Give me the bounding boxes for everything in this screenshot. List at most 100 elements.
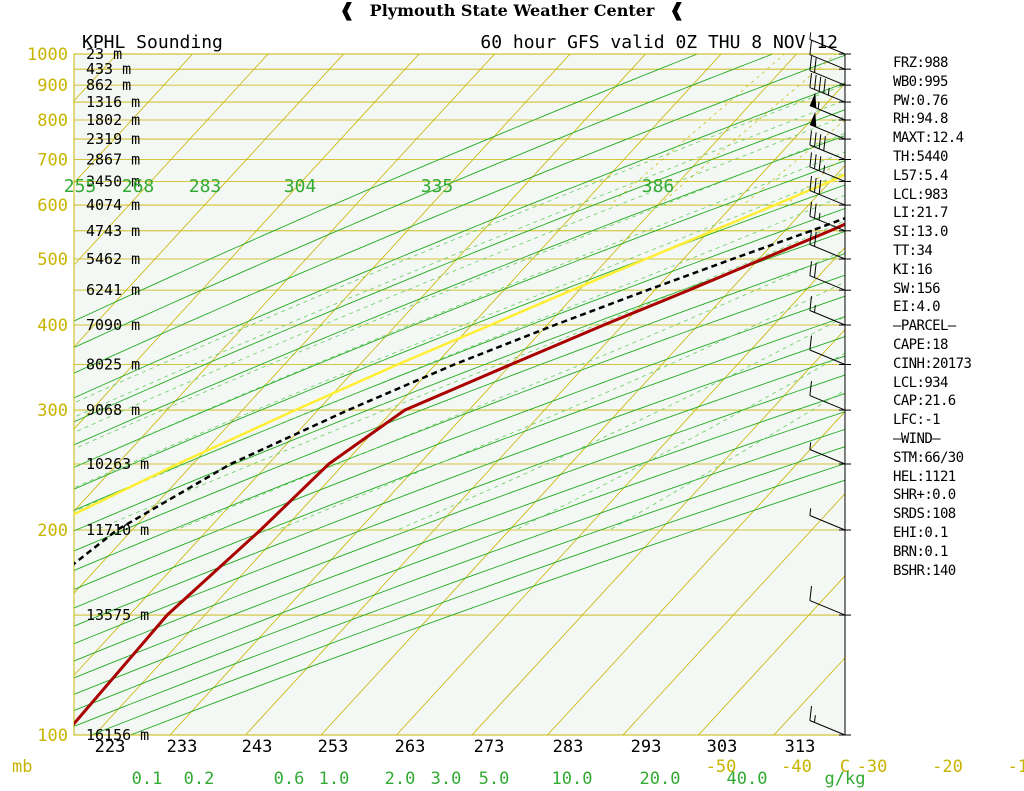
temperature-tick-label: -50 — [706, 757, 737, 777]
mixing-ratio-tick-label: 20.0 — [640, 769, 681, 789]
pressure-tick-label: 300 — [37, 401, 68, 421]
theta-e-label: 268 — [122, 176, 155, 197]
wind-barb — [809, 92, 851, 121]
wind-barb — [809, 130, 851, 160]
index-value: TT:34 — [893, 242, 933, 259]
dry-adiabat-line — [74, 374, 845, 662]
moist-adiabat-line — [74, 151, 845, 468]
dry-adiabat-line — [74, 295, 845, 590]
isotherm-line — [169, 54, 798, 735]
grid-lines — [0, 40, 1024, 751]
index-value: WB0:995 — [893, 73, 948, 90]
mixing-ratio-line — [1007, 40, 1024, 206]
theta-tick-label: 243 — [242, 737, 273, 757]
header-title: Plymouth State Weather Center — [369, 1, 655, 20]
wind-barb — [809, 295, 851, 326]
index-value: EI:4.0 — [893, 299, 941, 316]
chart-title-right: 60 hour GFS valid 0Z THU 8 NOV 12 — [480, 32, 838, 53]
index-value: CAP:21.6 — [893, 393, 956, 410]
pressure-tick-label: 900 — [37, 76, 68, 96]
dry-adiabat-line — [74, 54, 699, 322]
index-value: BSHR:140 — [893, 562, 956, 579]
mixing-ratio-tick-label: 3.0 — [431, 769, 462, 789]
temperature-tick-label: -30 — [857, 757, 888, 777]
plot-background — [74, 54, 845, 735]
isotherm-line — [74, 54, 345, 348]
moist-adiabat-line — [74, 132, 845, 450]
index-value: STM:66/30 — [893, 449, 964, 466]
wind-barb — [809, 586, 851, 616]
theta-tick-label: 223 — [95, 737, 126, 757]
chart-title-left: KPHL Sounding — [82, 32, 223, 53]
isotherm-line — [74, 54, 496, 512]
dry-adiabat-line — [74, 54, 774, 349]
wind-barb — [809, 229, 851, 260]
theta-tick-label: 293 — [631, 737, 662, 757]
mixing-ratio-tick-label: 0.2 — [184, 769, 215, 789]
isotherm-line — [74, 54, 194, 184]
isotherm-line — [395, 246, 845, 735]
height-label: 862 m — [86, 76, 131, 94]
mixing-ratio-tick-label: 0.1 — [132, 769, 163, 789]
wind-barb — [809, 508, 851, 531]
isotherm-line — [471, 328, 845, 735]
height-label: 8025 m — [86, 355, 140, 373]
theta-tick-label: 233 — [167, 737, 198, 757]
theta-e-label: 335 — [421, 176, 454, 197]
pressure-tick-label: 1000 — [27, 45, 68, 65]
moist-adiabat-line — [74, 171, 845, 489]
parcel-trace — [74, 173, 845, 516]
pressure-tick-label: 700 — [37, 150, 68, 170]
wind-barb — [809, 442, 851, 465]
theta-e-label: 386 — [642, 176, 675, 197]
moist-adiabat-line — [74, 115, 845, 433]
height-label: 4743 m — [86, 222, 140, 240]
height-label: 7090 m — [86, 316, 140, 334]
isotherm-line — [244, 82, 845, 735]
theta-tick-label: 273 — [474, 737, 505, 757]
isotherm-line — [74, 54, 269, 266]
wind-barb — [809, 111, 851, 140]
index-value: LCL:983 — [893, 186, 948, 203]
index-value: MAXT:12.4 — [893, 130, 964, 147]
dry-adiabat-line — [74, 82, 845, 399]
height-label: 10263 m — [86, 455, 149, 473]
wind-barb — [809, 32, 851, 55]
index-value: TH:5440 — [893, 148, 948, 165]
dry-adiabat-line — [74, 54, 845, 374]
dry-adiabat-line — [74, 336, 845, 627]
theta-tick-label: 283 — [553, 737, 584, 757]
isotherm-line — [0, 40, 55, 751]
temperature-trace — [74, 222, 845, 726]
mixing-ratio-tick-label: 2.0 — [385, 769, 416, 789]
height-label: 13575 m — [86, 606, 149, 624]
index-value: CAPE:18 — [893, 336, 948, 353]
dry-adiabat-line — [74, 109, 845, 423]
height-label: 9068 m — [86, 401, 140, 419]
height-label: 5462 m — [86, 250, 140, 268]
wind-barb — [809, 56, 851, 86]
height-label: 433 m — [86, 60, 131, 78]
wind-barb — [809, 176, 851, 206]
height-label: 1316 m — [86, 93, 140, 111]
index-value: L57:5.4 — [893, 167, 948, 184]
index-value: HEL:1121 — [893, 468, 956, 485]
height-label: 23 m — [86, 45, 122, 63]
mixing-ratio-tick-label: 1.0 — [319, 769, 350, 789]
temperature-tick-label: -10 — [1008, 757, 1024, 777]
flag-icon: ❰ — [669, 0, 685, 21]
pressure-tick-label: 400 — [37, 316, 68, 336]
pressure-tick-label: 500 — [37, 250, 68, 270]
index-value: RH:94.8 — [893, 111, 948, 128]
isotherm-line — [74, 54, 571, 594]
mixing-ratio-line — [785, 155, 845, 206]
isotherm-line — [697, 575, 845, 735]
index-value: LFC:-1 — [893, 412, 941, 429]
height-label: 16156 m — [86, 726, 149, 744]
dry-adiabat-line — [74, 316, 845, 609]
height-label: 4074 m — [86, 196, 140, 214]
pressure-tick-label: 200 — [37, 521, 68, 541]
mixing-ratio-tick-label: 10.0 — [552, 769, 593, 789]
index-value: —WIND— — [893, 430, 941, 447]
skew-t-chart: 100 200 300 400 500 600 700 800 900 1000 16156 m 13… — [0, 32, 1024, 789]
